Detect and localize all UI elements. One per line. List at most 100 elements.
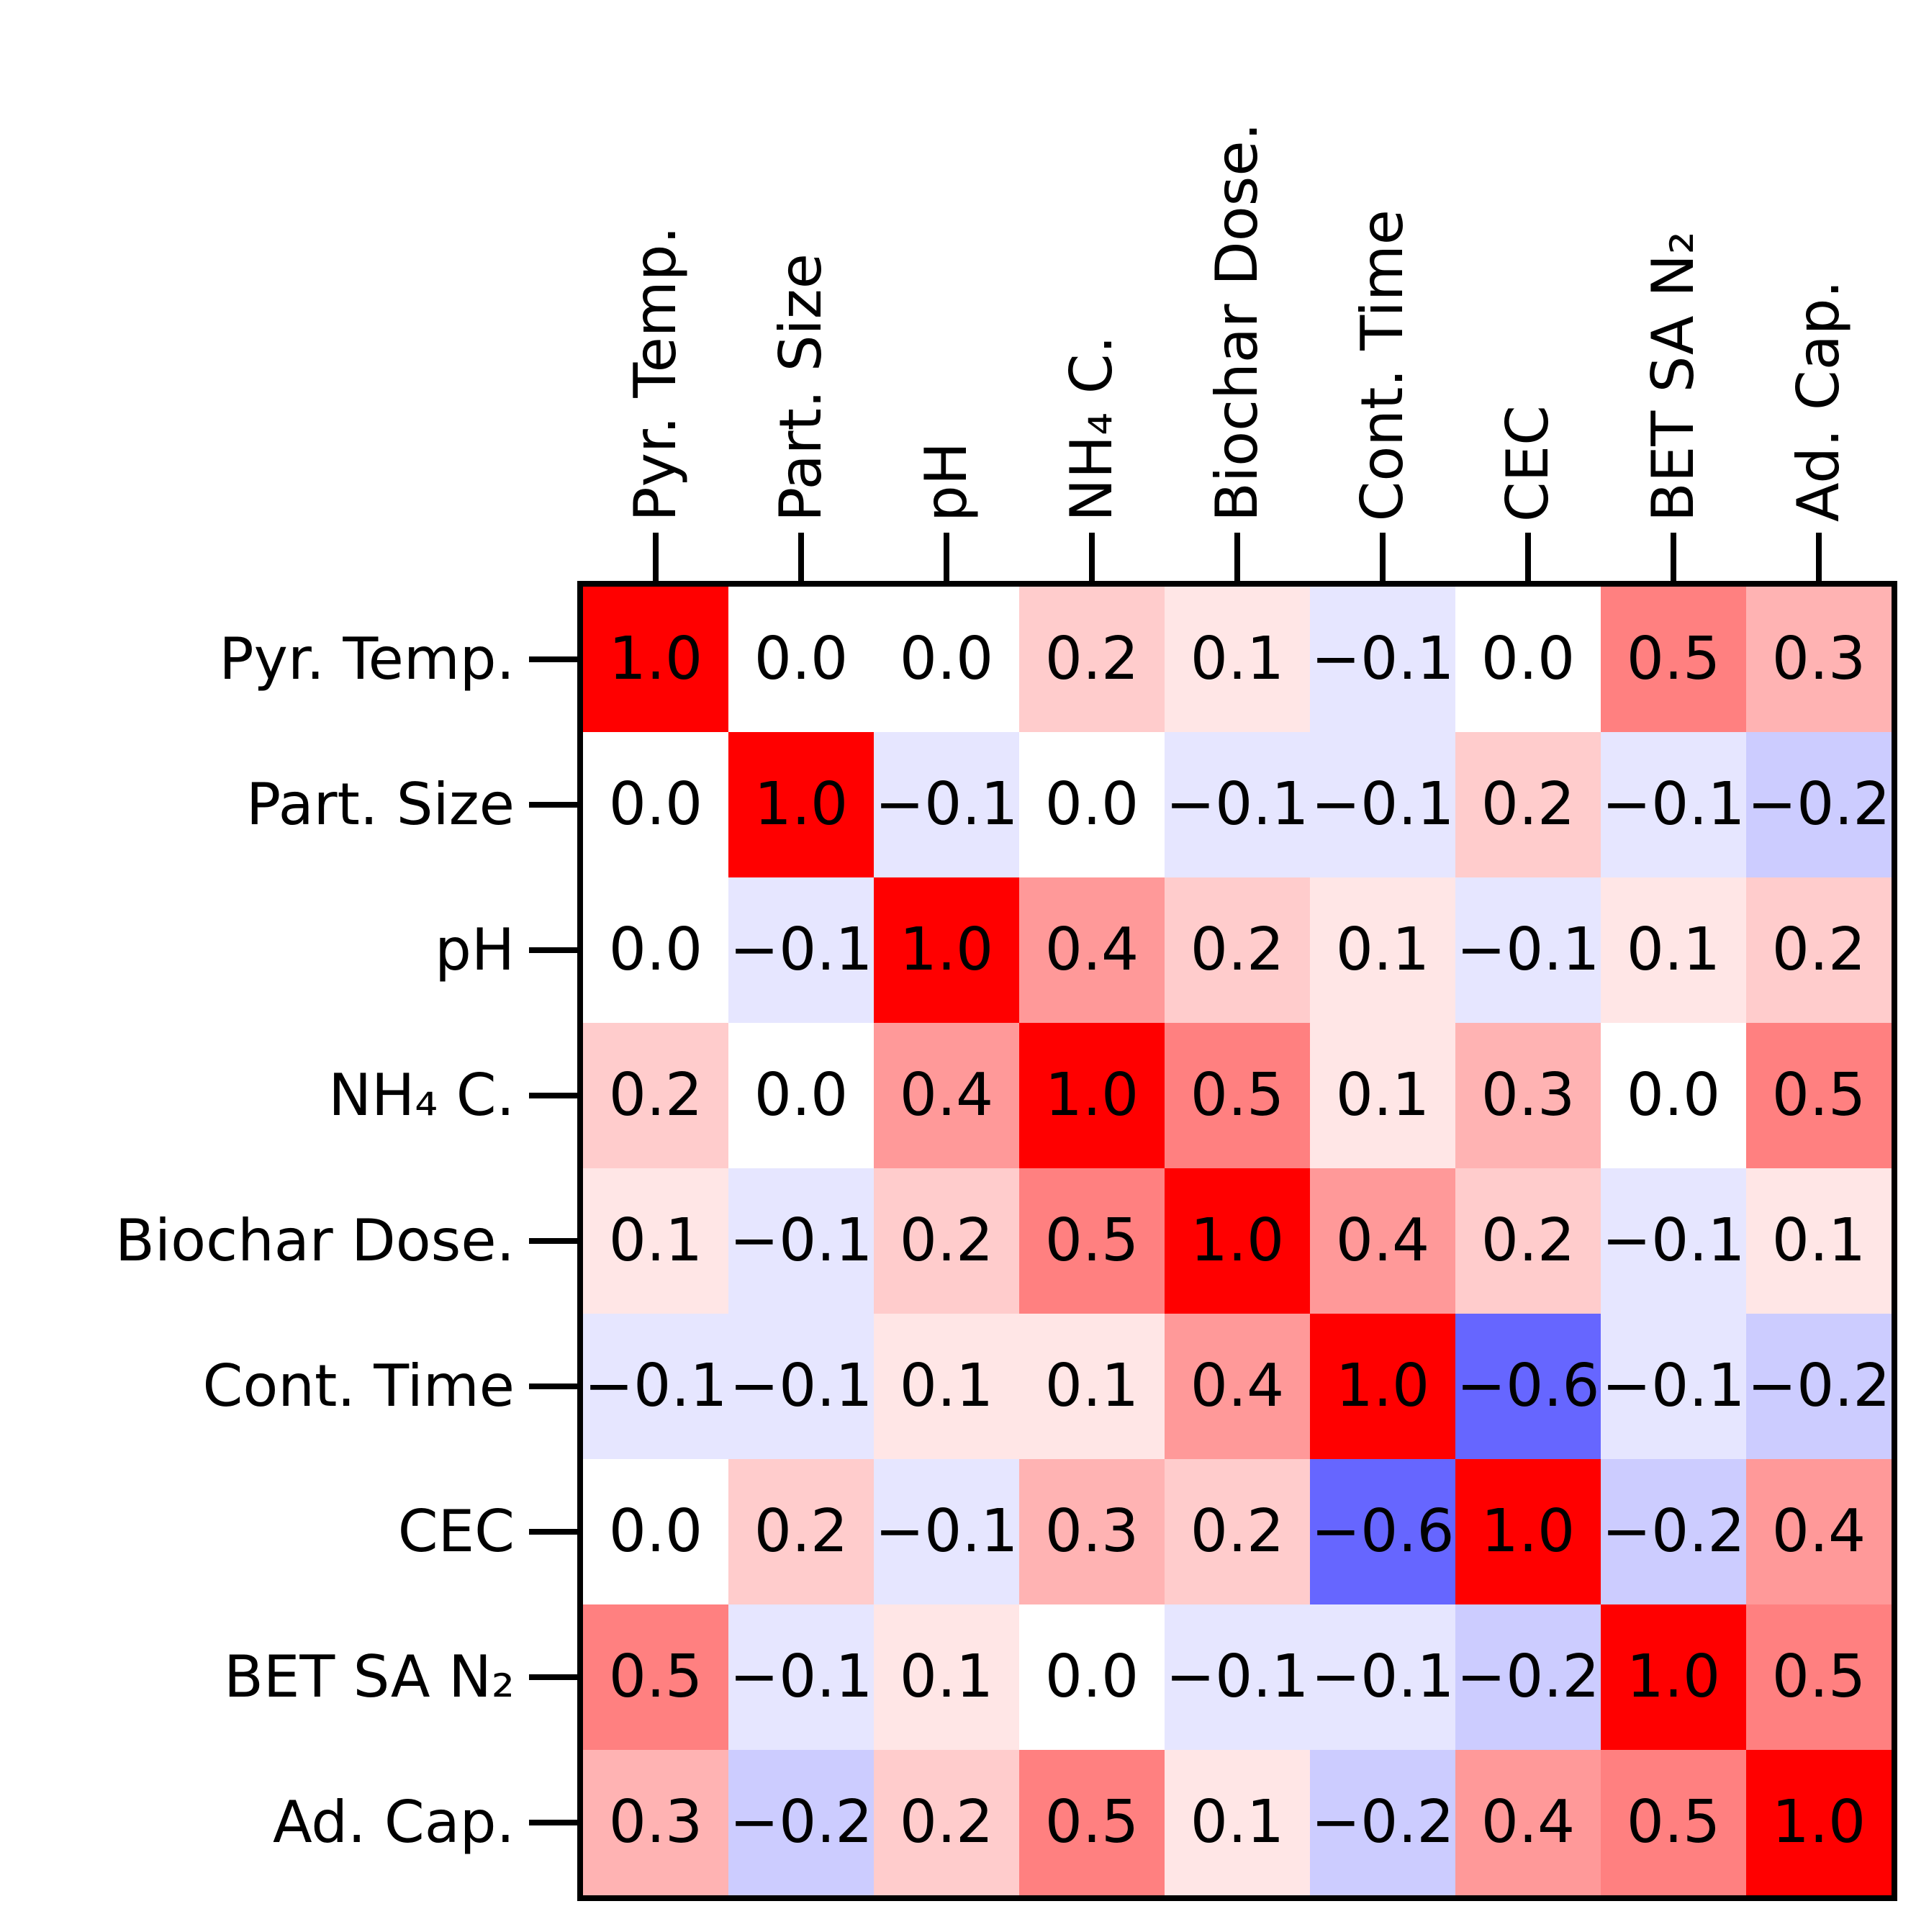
y-axis-tick	[529, 1820, 583, 1825]
heatmap-cell: 0.3	[1019, 1459, 1165, 1604]
heatmap-cell: −0.1	[728, 1168, 874, 1314]
heatmap-cell: 0.1	[1019, 1314, 1165, 1459]
x-axis-tick	[1816, 533, 1822, 587]
heatmap-cell: −0.6	[1310, 1459, 1455, 1604]
heatmap-cell: 0.4	[1746, 1459, 1892, 1604]
heatmap-cell: 0.1	[1746, 1168, 1892, 1314]
y-axis-tick	[529, 802, 583, 808]
heatmap-cell: 0.4	[1455, 1750, 1601, 1895]
heatmap-cell: 0.0	[1019, 1604, 1165, 1750]
heatmap-cell: −0.2	[1455, 1604, 1601, 1750]
heatmap-cell: −0.2	[728, 1750, 874, 1895]
heatmap-cell: 0.2	[1746, 877, 1892, 1023]
heatmap-cell: 1.0	[1019, 1023, 1165, 1168]
row-label: BET SA N₂	[223, 1643, 515, 1710]
heatmap-cell: 1.0	[728, 732, 874, 877]
heatmap-cell: 0.3	[1746, 587, 1892, 732]
heatmap-cell: 0.5	[1601, 1750, 1746, 1895]
heatmap-cell: −0.2	[1310, 1750, 1455, 1895]
col-label: Pyr. Temp.	[622, 226, 689, 522]
col-label: CEC	[1494, 405, 1561, 522]
heatmap-cell: 0.2	[1455, 732, 1601, 877]
heatmap-cell: −0.1	[1310, 732, 1455, 877]
heatmap-cell: 0.2	[874, 1750, 1019, 1895]
heatmap-cell: 0.1	[1310, 877, 1455, 1023]
heatmap-cell: 0.0	[728, 1023, 874, 1168]
heatmap-cell: −0.1	[874, 1459, 1019, 1604]
row-label: Ad. Cap.	[272, 1789, 515, 1856]
y-axis-tick	[529, 1529, 583, 1535]
heatmap-cell: 0.5	[583, 1604, 728, 1750]
y-axis-tick	[529, 1674, 583, 1680]
heatmap-cell: 0.1	[1165, 1750, 1310, 1895]
row-label: Pyr. Temp.	[219, 626, 515, 692]
heatmap-cell: 0.3	[1455, 1023, 1601, 1168]
row-label: CEC	[397, 1498, 515, 1565]
heatmap-cell: 0.0	[1601, 1023, 1746, 1168]
heatmap-cell: 1.0	[874, 877, 1019, 1023]
y-axis-tick	[529, 656, 583, 662]
heatmap-cell: 0.0	[874, 587, 1019, 732]
heatmap-cell: 0.2	[583, 1023, 728, 1168]
y-axis-tick	[529, 1093, 583, 1098]
heatmap-cell: −0.1	[583, 1314, 728, 1459]
col-label: Part. Size	[767, 253, 834, 522]
heatmap-cell: −0.2	[1746, 732, 1892, 877]
heatmap-cell: 0.4	[1310, 1168, 1455, 1314]
col-label: Ad. Cap.	[1785, 279, 1852, 522]
heatmap-cell: 0.0	[583, 1459, 728, 1604]
heatmap-cell: −0.1	[728, 1314, 874, 1459]
heatmap-cell: −0.1	[1455, 877, 1601, 1023]
heatmap-cell: 0.5	[1746, 1023, 1892, 1168]
heatmap-cell: −0.1	[1601, 1168, 1746, 1314]
heatmap-cell: −0.6	[1455, 1314, 1601, 1459]
x-axis-tick	[944, 533, 949, 587]
heatmap-cell: −0.1	[1601, 732, 1746, 877]
col-label: NH₄ C.	[1058, 335, 1125, 522]
heatmap-cell: −0.1	[874, 732, 1019, 877]
row-label: NH₄ C.	[328, 1062, 515, 1129]
heatmap-cell: −0.2	[1601, 1459, 1746, 1604]
heatmap-cell: 0.4	[874, 1023, 1019, 1168]
heatmap-cell: 1.0	[1746, 1750, 1892, 1895]
heatmap-cell: 1.0	[1310, 1314, 1455, 1459]
heatmap-cell: −0.1	[1165, 1604, 1310, 1750]
x-axis-tick	[1089, 533, 1095, 587]
heatmap-cell: 0.0	[583, 877, 728, 1023]
heatmap-cell: 0.2	[728, 1459, 874, 1604]
row-label: Biochar Dose.	[115, 1207, 515, 1274]
col-label: pH	[913, 442, 980, 522]
y-axis-tick	[529, 1383, 583, 1389]
heatmap-cell: −0.1	[1165, 732, 1310, 877]
heatmap-cell: 0.1	[1310, 1023, 1455, 1168]
y-axis-tick	[529, 1238, 583, 1244]
heatmap-cell: 0.0	[728, 587, 874, 732]
heatmap-cell: −0.1	[728, 877, 874, 1023]
heatmap-cell: 0.0	[1019, 732, 1165, 877]
row-label: pH	[435, 916, 515, 983]
col-label: Cont. Time	[1349, 209, 1416, 522]
heatmap-cell: 0.2	[1165, 877, 1310, 1023]
x-axis-tick	[1234, 533, 1240, 587]
heatmap-cell: 0.5	[1019, 1168, 1165, 1314]
heatmap-cell: 0.1	[874, 1604, 1019, 1750]
heatmap-cell: 0.0	[583, 732, 728, 877]
heatmap-cell: 0.5	[1165, 1023, 1310, 1168]
heatmap-cell: −0.1	[1310, 587, 1455, 732]
x-axis-tick	[1671, 533, 1676, 587]
col-label: BET SA N₂	[1640, 230, 1707, 522]
heatmap-cell: 0.1	[1165, 587, 1310, 732]
heatmap-cell: 0.2	[874, 1168, 1019, 1314]
heatmap-cell: 1.0	[1165, 1168, 1310, 1314]
heatmap-cell: 0.2	[1165, 1459, 1310, 1604]
heatmap-cell: −0.1	[1601, 1314, 1746, 1459]
heatmap-cell: 0.2	[1455, 1168, 1601, 1314]
x-axis-tick	[1525, 533, 1531, 587]
x-axis-tick	[798, 533, 804, 587]
heatmap-cell: 1.0	[1455, 1459, 1601, 1604]
heatmap-cell: 0.3	[583, 1750, 728, 1895]
row-label: Cont. Time	[202, 1353, 515, 1419]
heatmap-cell: 0.5	[1746, 1604, 1892, 1750]
x-axis-tick	[653, 533, 659, 587]
